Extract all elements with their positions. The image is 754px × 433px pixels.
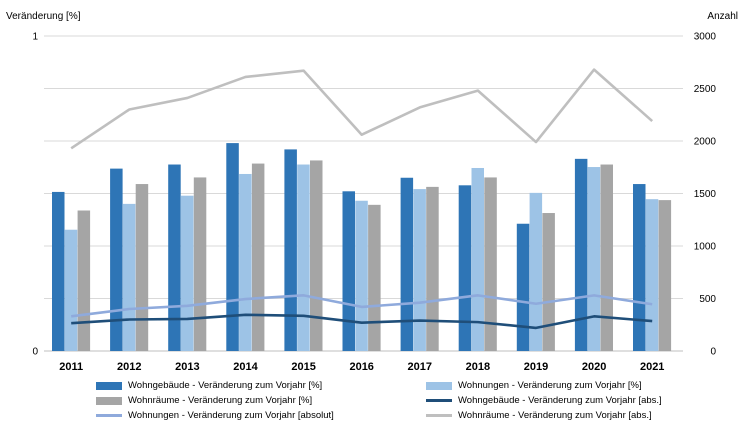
legend-label: Wohnräume - Veränderung zum Vorjahr [abs…	[458, 410, 652, 421]
right-axis-title: Anzahl	[707, 11, 738, 22]
series-line	[71, 294, 653, 318]
bar	[658, 200, 672, 351]
bar	[193, 177, 207, 351]
bar	[310, 160, 323, 351]
x-tick-label: 2015	[291, 361, 315, 373]
legend-swatch	[426, 381, 452, 390]
legend-item: Wohngebäude - Veränderung zum Vorjahr [%…	[96, 380, 322, 391]
bar	[400, 177, 414, 351]
right-tick-label: 1500	[694, 189, 717, 200]
right-tick-label: 500	[699, 294, 716, 305]
legend-label: Wohngebäude - Veränderung zum Vorjahr [%…	[128, 380, 323, 391]
legend-item: Wohnräume - Veränderung zum Vorjahr [abs…	[426, 410, 652, 421]
x-tick-label: 2017	[408, 361, 432, 373]
legend-swatch	[96, 396, 122, 405]
bar	[413, 189, 426, 351]
x-tick-label: 2021	[640, 361, 664, 373]
bar	[77, 210, 91, 351]
bar	[52, 191, 65, 351]
bar	[426, 186, 439, 351]
x-tick-label: 2018	[466, 361, 490, 373]
x-tick-label: 2011	[59, 361, 83, 373]
x-tick-label: 2020	[582, 361, 606, 373]
bar	[297, 164, 310, 351]
bar	[458, 185, 472, 351]
right-tick-label: 3000	[694, 32, 717, 43]
right-tick-label: 0	[710, 347, 716, 358]
legend-swatch	[96, 381, 122, 390]
x-tick-label: 2013	[175, 361, 199, 373]
bar	[342, 191, 355, 351]
bar	[251, 163, 265, 351]
legend-item: Wohngebäude - Veränderung zum Vorjahr [a…	[426, 395, 662, 406]
bar	[471, 167, 484, 351]
bar	[484, 177, 497, 351]
right-tick-label: 2500	[694, 84, 717, 95]
x-tick-label: 2012	[117, 361, 141, 373]
bar	[284, 149, 297, 351]
bar	[574, 158, 588, 351]
legend-swatch	[96, 414, 122, 417]
bar	[355, 200, 368, 351]
bar	[181, 195, 194, 351]
left-axis-title: Veränderung [%]	[6, 11, 81, 22]
bar	[168, 164, 181, 351]
legend-item: Wohnungen - Veränderung zum Vorjahr [%]	[426, 380, 642, 391]
bar	[110, 168, 123, 351]
legend-label: Wohnungen - Veränderung zum Vorjahr [%]	[458, 380, 642, 391]
bar	[587, 167, 601, 351]
series-line	[71, 313, 653, 330]
bar	[542, 213, 555, 351]
right-tick-label: 1000	[694, 242, 717, 253]
legend-item: Wohnungen - Veränderung zum Vorjahr [abs…	[96, 410, 334, 421]
legend-label: Wohnräume - Veränderung zum Vorjahr [%]	[128, 395, 313, 406]
bar	[529, 192, 543, 351]
bar	[516, 223, 530, 351]
bar	[645, 199, 659, 351]
bar	[239, 173, 252, 351]
x-tick-label: 2016	[349, 361, 373, 373]
bar	[122, 203, 136, 351]
legend-swatch	[426, 414, 452, 417]
bar	[600, 164, 613, 351]
x-tick-label: 2019	[524, 361, 548, 373]
legend-label: Wohnungen - Veränderung zum Vorjahr [abs…	[128, 410, 334, 421]
bar	[633, 184, 646, 351]
legend-item: Wohnräume - Veränderung zum Vorjahr [%]	[96, 395, 312, 406]
bar	[368, 204, 381, 351]
legend-label: Wohngebäude - Veränderung zum Vorjahr [a…	[458, 395, 662, 406]
bar	[226, 143, 239, 351]
bar	[135, 184, 149, 351]
x-tick-label: 2014	[233, 361, 258, 373]
left-tick-label: 1	[32, 32, 38, 43]
left-tick-label: 0	[32, 347, 38, 358]
bar	[64, 229, 78, 351]
series-line	[70, 68, 654, 150]
right-tick-label: 2000	[694, 137, 717, 148]
legend-swatch	[426, 399, 452, 402]
